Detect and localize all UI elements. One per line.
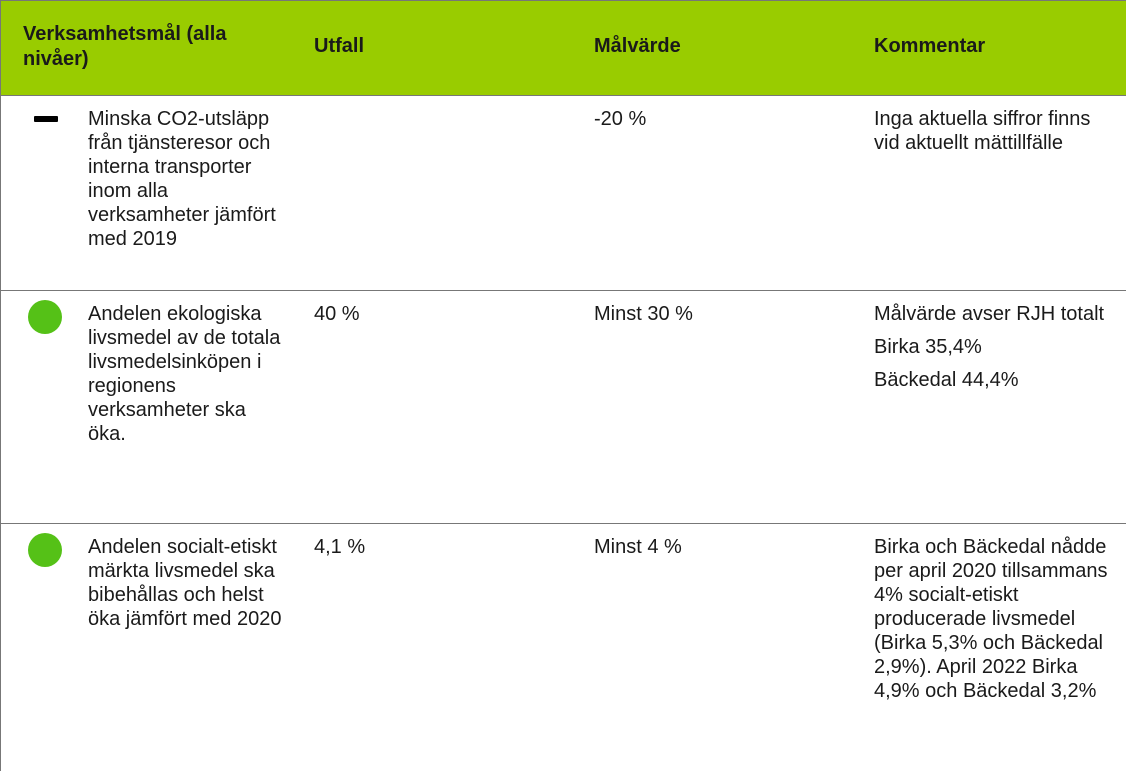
status-icon (34, 116, 58, 122)
target-cell: -20 % (594, 108, 647, 130)
header-cell: Utfall (314, 35, 364, 57)
comment-paragraph: Birka 35,4% (874, 336, 982, 358)
header-cell: Verksamhetsmål (alla nivåer) (23, 23, 227, 70)
comment-paragraph: Bäckedal 44,4% (874, 369, 1019, 391)
comment-cell: Birka och Bäckedal nådde per april 2020 … (874, 535, 1119, 712)
result-cell: 40 % (314, 303, 360, 325)
comment-cell: Målvärde avser RJH totalt Birka 35,4% Bäck… (874, 302, 1119, 401)
status-icon (28, 300, 62, 334)
table-row: Andelen socialt-etiskt märkta livsmedel … (1, 524, 1126, 784)
result-cell: 4,1 % (314, 536, 366, 558)
goal-cell: Andelen socialt-etiskt märkta livsmedel … (88, 536, 282, 630)
target-cell: Minst 4 % (594, 536, 682, 558)
status-icon (28, 533, 62, 567)
header-row: Verksamhetsmål (alla nivåer) Utfall Målv… (1, 1, 1126, 96)
comment-cell: Inga aktuella siffror finns vid aktuellt… (874, 107, 1119, 164)
header-cell: Målvärde (594, 35, 681, 57)
table-row: Minska CO2-utsläpp från tjänsteresor och… (1, 96, 1126, 291)
comment-paragraph: Inga aktuella siffror finns vid aktuellt… (874, 108, 1091, 154)
goal-cell: Minska CO2-utsläpp från tjänsteresor och… (88, 108, 276, 250)
comment-paragraph: Birka och Bäckedal nådde per april 2020 … (874, 536, 1108, 702)
header-cell: Kommentar (874, 35, 986, 57)
goal-cell: Andelen ekologiska livsmedel av de total… (88, 303, 281, 445)
target-cell: Minst 30 % (594, 303, 693, 325)
comment-paragraph: Målvärde avser RJH totalt (874, 303, 1105, 325)
table-row: Andelen ekologiska livsmedel av de total… (1, 291, 1126, 524)
